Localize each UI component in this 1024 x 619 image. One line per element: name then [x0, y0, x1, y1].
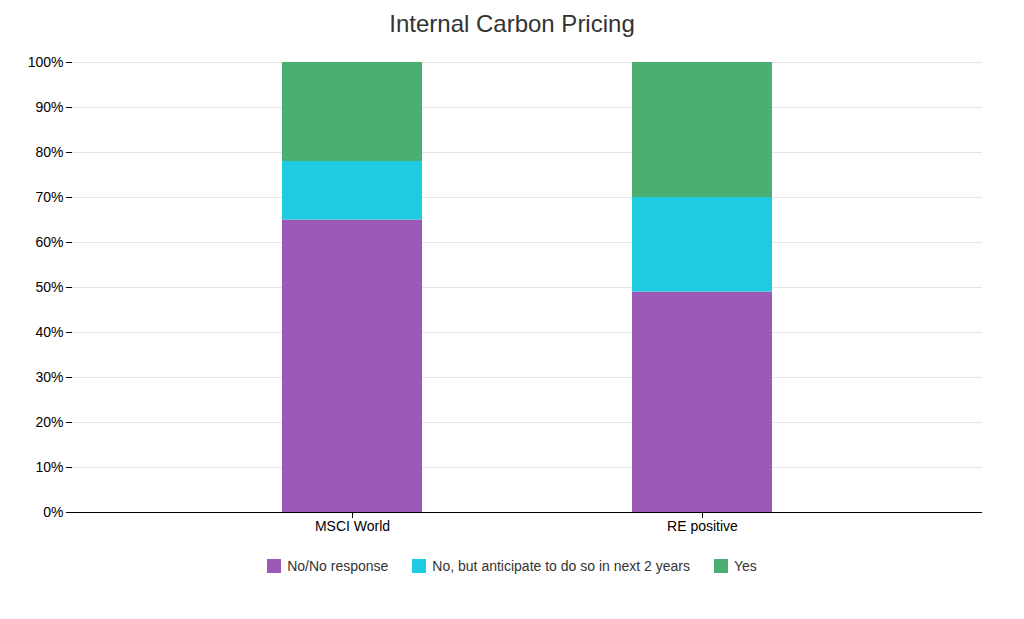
- html-text:No, but anticipate to do so in: No, but anticipate to do so in next 2 ye…: [432, 558, 690, 574]
- html-text:Internal Carbon Pricing: Internal Carbon Pricing: [389, 10, 635, 37]
- svg-text:80%: 80%: [35, 144, 63, 160]
- svg-text:MSCI World: MSCI World: [315, 518, 390, 534]
- svg-text:40%: 40%: [35, 324, 63, 340]
- svg-text:50%: 50%: [35, 279, 63, 295]
- svg-text:70%: 70%: [35, 189, 63, 205]
- svg-text:60%: 60%: [35, 234, 63, 250]
- html-text:No/No response: No/No response: [287, 558, 389, 574]
- svg-text:20%: 20%: [35, 414, 63, 430]
- html-text:Yes: Yes: [734, 558, 757, 574]
- svg-text:90%: 90%: [35, 99, 63, 115]
- svg-text:100%: 100%: [28, 54, 64, 70]
- svg-text:RE positive: RE positive: [667, 518, 738, 534]
- svg-text:10%: 10%: [35, 459, 63, 475]
- svg-text:30%: 30%: [35, 369, 63, 385]
- svg-text:0%: 0%: [43, 504, 63, 520]
